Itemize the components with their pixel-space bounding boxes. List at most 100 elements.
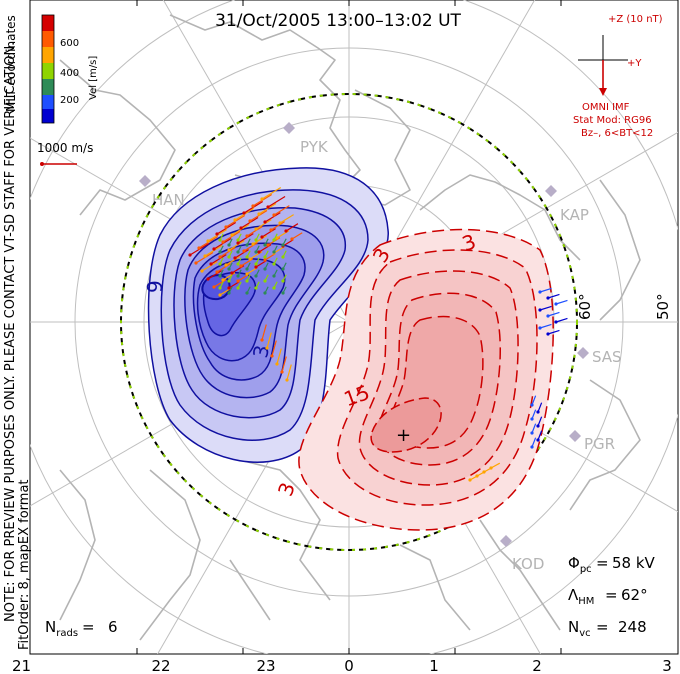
map-title: 31/Oct/2005 13:00–13:02 UT	[215, 11, 461, 31]
velocity-vector-line	[243, 242, 258, 252]
velocity-vector-line	[246, 250, 251, 258]
velocity-vector-line	[222, 231, 241, 243]
lambda-hm-value: 62°	[621, 586, 648, 604]
velocity-vector-line	[537, 430, 543, 441]
velocity-vector-line	[273, 269, 278, 277]
velocity-vector-line	[246, 267, 258, 275]
imf-source: OMNI IMF	[582, 102, 630, 113]
velocity-vector-line	[537, 402, 543, 413]
imf-labels: +Z (10 nT) +Y OMNI IMF Stat Mod: RG96 Bz…	[573, 14, 663, 139]
fit-order-note: FitOrder: 8, mapEX format	[17, 479, 32, 650]
velocity-vector-line	[282, 274, 287, 282]
velocity-vector-line	[255, 233, 260, 241]
velocity-vector-line	[264, 286, 269, 294]
velocity-vector-line	[555, 299, 568, 305]
velocity-vector-line	[282, 250, 287, 258]
velocity-vector-line	[237, 281, 242, 289]
station-han: HAN	[152, 191, 185, 209]
velocity-vector-line	[234, 249, 249, 259]
velocity-vector-line	[255, 269, 260, 277]
velocity-vector-line	[264, 274, 269, 282]
velocity-vector-line	[271, 340, 277, 357]
velocity-vector-line	[219, 281, 224, 289]
velocity-vector-line	[240, 217, 259, 229]
station-pgr: PGR	[584, 435, 615, 453]
velocity-vector-line	[255, 260, 267, 268]
station-pyk: PYK	[300, 138, 329, 156]
color-tick-400: 400	[60, 68, 79, 79]
latitude-label-60: 60°	[576, 293, 594, 320]
velocity-vector-line	[490, 462, 501, 469]
velocity-vector-line	[555, 317, 568, 323]
velocity-vector-line	[264, 250, 269, 258]
velocity-vector-line	[237, 269, 242, 277]
n-vc-eq: =	[596, 618, 609, 636]
velocity-vector-line	[246, 262, 251, 270]
velocity-vector-line	[270, 221, 285, 231]
velocity-vector-line	[237, 274, 249, 282]
velocity-vector-line	[539, 305, 552, 311]
velocity-vector-line	[246, 238, 251, 246]
velocity-vector-line	[225, 256, 240, 266]
velocity-vector-line	[258, 203, 277, 215]
velocity-vector-line	[255, 219, 272, 230]
station-kap: KAP	[560, 206, 589, 224]
velocity-vector-line	[273, 246, 285, 254]
velocity-vector-line	[279, 214, 294, 224]
mlt-coordinates-label: MLT coordinates	[4, 15, 18, 112]
velocity-vector-line	[281, 356, 287, 373]
velocity-vector-line	[246, 274, 251, 282]
imf-condition: Bz–, 6<BT<12	[581, 128, 653, 139]
color-bar-ticks: 600 400 200	[60, 38, 79, 106]
coastlines	[59, 14, 641, 641]
velocity-vector-line	[273, 281, 278, 289]
velocity-vector-line	[531, 395, 537, 406]
velocity-vector-line	[273, 257, 278, 265]
velocity-color-bar	[41, 14, 55, 124]
imf-y-label: +Y	[627, 58, 642, 69]
velocity-vector-line	[246, 226, 263, 237]
contour-label-neg-9: 9	[143, 280, 167, 293]
velocity-vector-line	[252, 235, 267, 245]
vector-scale-arrow	[40, 162, 77, 166]
velocity-vector-line	[255, 281, 260, 289]
velocity-vector-line	[547, 311, 560, 317]
color-bar-label: Vel [m/s]	[88, 56, 99, 100]
velocity-vector-line	[264, 253, 276, 261]
mlt-label-21: 21	[12, 657, 31, 674]
preview-note: NOTE: FOR PREVIEW PURPOSES ONLY. PLEASE …	[3, 42, 18, 622]
velocity-vector-line	[539, 323, 552, 329]
velocity-vector-line	[255, 245, 260, 253]
velocity-vector-line	[213, 238, 232, 250]
velocity-vector-line	[266, 332, 272, 349]
velocity-vector-line	[531, 409, 537, 420]
latitude-label-50: 50°	[654, 293, 672, 320]
n-rads-eq: =	[82, 618, 95, 636]
velocity-vector-line	[539, 287, 552, 293]
velocity-vector-line	[547, 329, 560, 335]
velocity-vector-line	[219, 288, 231, 296]
mlt-label-23: 23	[256, 657, 275, 674]
velocity-vector-line	[237, 245, 242, 253]
velocity-vector-line	[537, 416, 543, 427]
velocity-vector-line	[291, 232, 303, 240]
velocity-vector-line	[237, 233, 254, 244]
station-markers	[139, 122, 589, 547]
phi-pc-eq: =	[596, 554, 609, 572]
imf-stat-mod: Stat Mod: RG96	[573, 115, 652, 126]
velocity-vector-line	[264, 238, 269, 246]
positive-potential-cell: +	[298, 228, 554, 531]
mlt-label-3: 3	[662, 657, 672, 674]
velocity-vector-line	[207, 270, 222, 280]
velocity-vector-line	[286, 364, 292, 381]
velocity-vector-line	[228, 262, 233, 270]
velocity-vector-line	[547, 293, 560, 299]
velocity-vector-line	[261, 228, 276, 238]
velocity-vector-line	[237, 257, 242, 265]
mlt-label-0: 0	[344, 657, 354, 674]
n-rads-value: 6	[108, 618, 118, 636]
lambda-hm-eq: =	[605, 586, 618, 604]
phi-pc-value: 58 kV	[612, 554, 656, 572]
mlt-label-1: 1	[429, 657, 439, 674]
